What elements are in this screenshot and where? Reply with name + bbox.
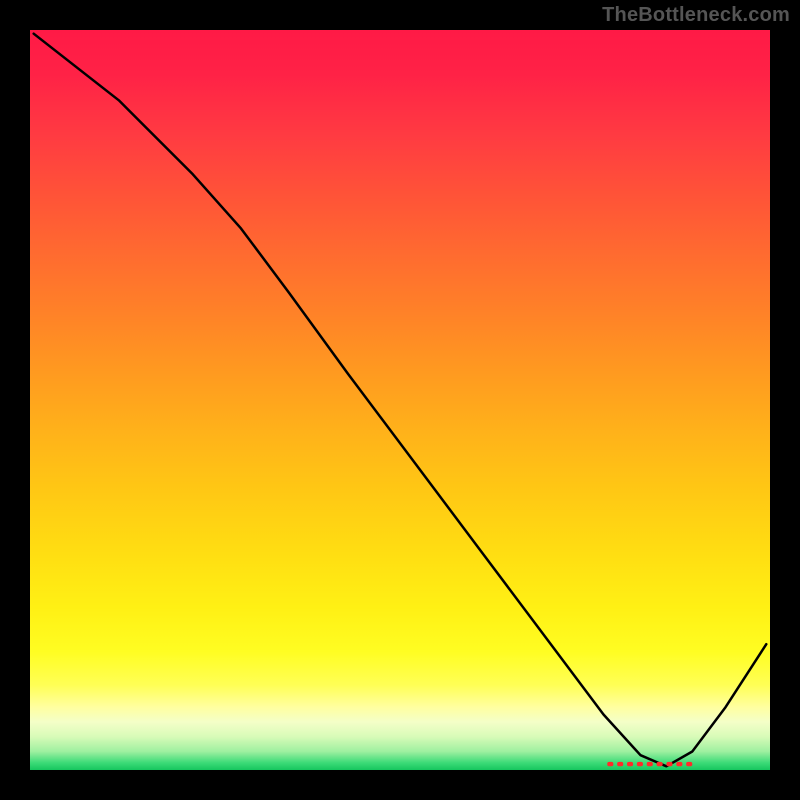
plot-background — [30, 30, 770, 770]
gradient-line-chart — [0, 0, 800, 800]
chart-container: TheBottleneck.com — [0, 0, 800, 800]
watermark-text: TheBottleneck.com — [602, 4, 790, 27]
minimum-marker — [607, 762, 692, 766]
